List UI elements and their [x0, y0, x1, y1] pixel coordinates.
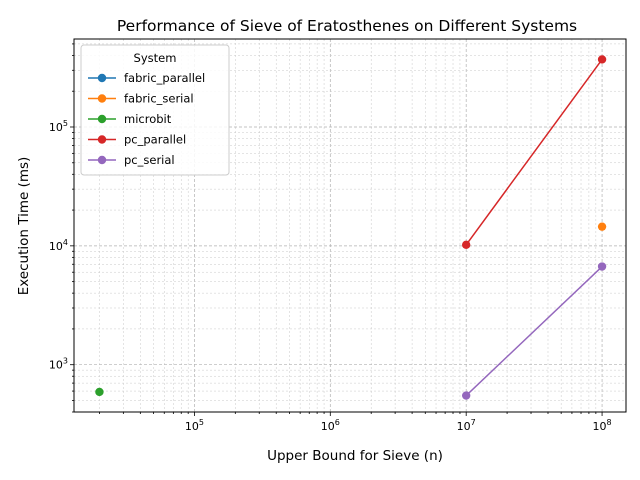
y-tick-label: 103 — [49, 357, 68, 372]
data-point-pc_serial — [461, 391, 471, 400]
chart-title: Performance of Sieve of Eratosthenes on … — [117, 17, 577, 35]
legend-label-pc_serial: pc_serial — [124, 153, 175, 167]
y-tick-label: 104 — [49, 238, 68, 253]
legend-marker-pc_serial — [97, 155, 107, 165]
x-tick-label: 106 — [321, 418, 340, 433]
plot-area — [73, 38, 627, 413]
x-tick-label: 108 — [593, 418, 612, 433]
legend-box — [80, 44, 230, 176]
legend-label-fabric_parallel: fabric_parallel — [124, 71, 205, 85]
x-tick-label: 105 — [185, 418, 204, 433]
data-point-pc_parallel — [597, 55, 607, 64]
legend-label-microbit: microbit — [124, 112, 172, 126]
axis-ticks: 105 106 107 108 103 104 105 — [49, 43, 612, 433]
y-tick-label: 105 — [49, 119, 68, 134]
legend-label-pc_parallel: pc_parallel — [124, 133, 186, 147]
legend-marker-fabric_serial — [97, 94, 107, 103]
data-point-pc_serial — [597, 262, 607, 271]
data-point-fabric_serial — [597, 222, 607, 231]
legend-marker-pc_parallel — [97, 135, 107, 144]
x-axis-label: Upper Bound for Sieve (n) — [267, 448, 443, 464]
legend-label-fabric_serial: fabric_serial — [124, 92, 194, 106]
series-line-pc_serial — [465, 265, 603, 397]
legend-marker-fabric_parallel — [97, 73, 107, 83]
series — [95, 55, 607, 400]
legend-marker-microbit — [97, 114, 107, 124]
series-line-pc_parallel — [465, 59, 603, 246]
y-axis-label: Execution Time (ms) — [16, 157, 32, 296]
data-point-microbit — [95, 387, 104, 397]
x-tick-label: 107 — [457, 418, 476, 433]
data-point-pc_parallel — [461, 240, 471, 250]
legend: System fabric_parallel fabric_serialmicro… — [80, 44, 230, 176]
legend-title: System — [134, 51, 177, 65]
grid — [74, 39, 626, 413]
